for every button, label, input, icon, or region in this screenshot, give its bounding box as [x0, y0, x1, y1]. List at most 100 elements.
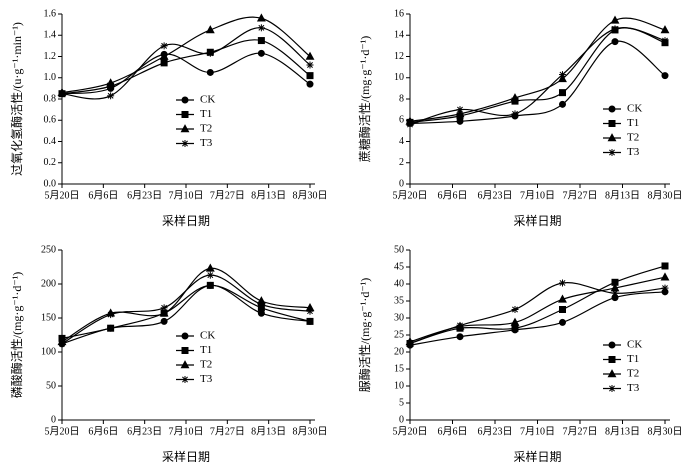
marker	[160, 59, 168, 67]
y-tick-label: 15	[394, 363, 404, 374]
y-tick-label: 50	[394, 244, 404, 255]
y-axis-label: 蔗糖酶活性/(mg·g⁻¹·d⁻¹)	[357, 36, 372, 163]
x-tick-label: 5月20日	[393, 425, 428, 437]
y-tick-label: 150	[41, 312, 56, 323]
marker	[510, 317, 520, 326]
legend-label: T3	[200, 137, 213, 149]
x-tick-label: 8月30日	[648, 425, 683, 437]
marker	[661, 72, 669, 80]
marker-stroke	[407, 340, 413, 347]
marker-stroke	[609, 149, 615, 156]
marker-stroke	[182, 140, 188, 147]
marker	[159, 51, 169, 60]
x-tick-label: 7月27日	[563, 425, 598, 437]
y-tick-label: 6	[399, 115, 404, 126]
legend-marker	[181, 111, 189, 118]
marker	[206, 281, 214, 289]
y-tick-label: 100	[41, 346, 56, 357]
marker	[106, 78, 116, 87]
x-tick-label: 6月6日	[88, 425, 118, 437]
y-tick-label: 10	[394, 72, 404, 83]
marker-stroke	[407, 121, 413, 128]
series-line	[409, 276, 666, 343]
y-tick-label: 40	[394, 278, 404, 289]
series-line	[409, 27, 666, 126]
marker	[456, 106, 464, 114]
x-tick-label: 6月6日	[438, 189, 468, 201]
x-tick-label: 5月20日	[45, 189, 80, 201]
x-tick-label: 7月27日	[563, 189, 598, 201]
y-tick-label: 1.2	[44, 51, 57, 62]
marker-stroke	[161, 304, 168, 311]
marker	[660, 25, 670, 34]
x-tick-label: 8月30日	[293, 189, 328, 201]
x-tick-label: 7月27日	[210, 425, 245, 437]
marker-stroke	[662, 37, 668, 44]
y-axis-label: 磷酸酶活性/(mg·g⁻¹·d⁻¹)	[9, 272, 24, 399]
marker	[558, 73, 567, 83]
legend-label: T2	[627, 368, 639, 380]
legend-marker	[608, 385, 616, 392]
series-line	[409, 282, 666, 345]
marker	[160, 42, 168, 50]
y-tick-label: 20	[394, 346, 404, 357]
marker	[257, 24, 265, 32]
x-tick-label: 6月6日	[438, 425, 468, 437]
marker-stroke	[258, 24, 265, 31]
y-tick-label: 1.6	[44, 8, 57, 19]
y-tick-label: 0	[399, 178, 404, 189]
marker-stroke	[457, 106, 463, 113]
marker	[559, 89, 566, 97]
marker	[257, 49, 265, 57]
x-tick-label: 7月10日	[169, 189, 204, 201]
y-tick-label: 50	[46, 380, 56, 391]
y-tick-label: 0.8	[44, 93, 57, 104]
y-tick-label: 8	[399, 93, 404, 104]
marker	[661, 37, 669, 45]
marker	[559, 100, 566, 108]
legend-marker	[607, 133, 617, 142]
marker	[159, 308, 169, 317]
x-tick-label: 6月23日	[478, 189, 513, 201]
legend-label: T2	[200, 123, 212, 135]
marker	[160, 304, 168, 312]
x-axis-label: 采样日期	[513, 213, 561, 228]
x-tick-label: 6月23日	[127, 189, 162, 201]
y-tick-label: 14	[394, 30, 404, 41]
legend-label: CK	[200, 94, 215, 106]
y-tick-label: 0.6	[44, 115, 57, 126]
legend-marker	[608, 105, 616, 113]
marker	[257, 37, 265, 45]
x-tick-label: 8月30日	[293, 425, 328, 437]
y-tick-label: 250	[41, 244, 56, 255]
marker	[510, 93, 520, 102]
marker-stroke	[609, 385, 615, 392]
marker-stroke	[559, 280, 566, 286]
legend-marker	[608, 341, 616, 349]
legend-marker	[181, 347, 189, 354]
y-tick-label: 45	[394, 261, 404, 272]
series-line	[61, 16, 311, 94]
marker-stroke	[207, 50, 214, 57]
marker	[107, 92, 115, 100]
marker	[107, 311, 115, 319]
marker-stroke	[307, 62, 313, 68]
y-tick-label: 1.4	[44, 30, 57, 41]
marker	[558, 294, 567, 303]
y-tick-label: 0.4	[44, 136, 57, 147]
marker-stroke	[662, 285, 668, 292]
legend-label: CK	[200, 330, 215, 342]
y-axis-label: 过氧化氢酶活性/(u·g⁻¹·min⁻¹)	[9, 22, 24, 176]
marker-stroke	[161, 42, 168, 49]
y-tick-label: 200	[41, 278, 56, 289]
legend-marker	[608, 149, 616, 156]
y-tick-label: 1.0	[44, 72, 57, 83]
marker	[661, 262, 669, 270]
x-tick-label: 7月10日	[169, 425, 204, 437]
legend-label: CK	[627, 339, 642, 351]
y-tick-label: 35	[394, 295, 404, 306]
legend-label: T2	[200, 359, 212, 371]
x-tick-label: 6月6日	[88, 189, 118, 201]
y-tick-label: 0	[51, 414, 56, 425]
marker	[206, 68, 214, 76]
